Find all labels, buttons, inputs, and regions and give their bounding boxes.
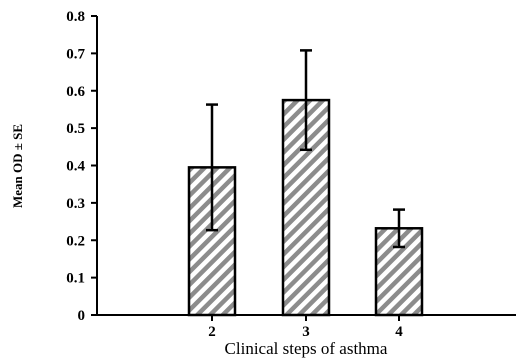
y-tick-label: 0.7 <box>66 46 85 62</box>
y-tick-label: 0.2 <box>66 233 85 249</box>
x-tick-label: 2 <box>208 324 216 340</box>
error-bars-group <box>206 49 405 249</box>
y-axis-ticks: 0 0.1 0.2 0.3 0.4 0.5 0.6 0.7 0.8 <box>66 9 97 324</box>
y-tick-label: 0.8 <box>66 9 85 25</box>
x-axis-title: Clinical steps of asthma <box>225 339 388 358</box>
y-tick-label: 0.4 <box>66 159 85 175</box>
y-tick-label: 0.1 <box>66 271 85 287</box>
y-axis-title: Mean OD ± SE <box>10 124 25 208</box>
y-tick-label: 0.5 <box>66 121 85 137</box>
x-tick-label: 3 <box>302 324 310 340</box>
x-tick-label: 4 <box>395 324 403 340</box>
y-tick-label: 0 <box>78 308 86 324</box>
x-axis-ticks: 2 3 4 <box>208 315 403 340</box>
y-tick-label: 0.3 <box>66 196 85 212</box>
y-tick-label: 0.6 <box>66 84 85 100</box>
